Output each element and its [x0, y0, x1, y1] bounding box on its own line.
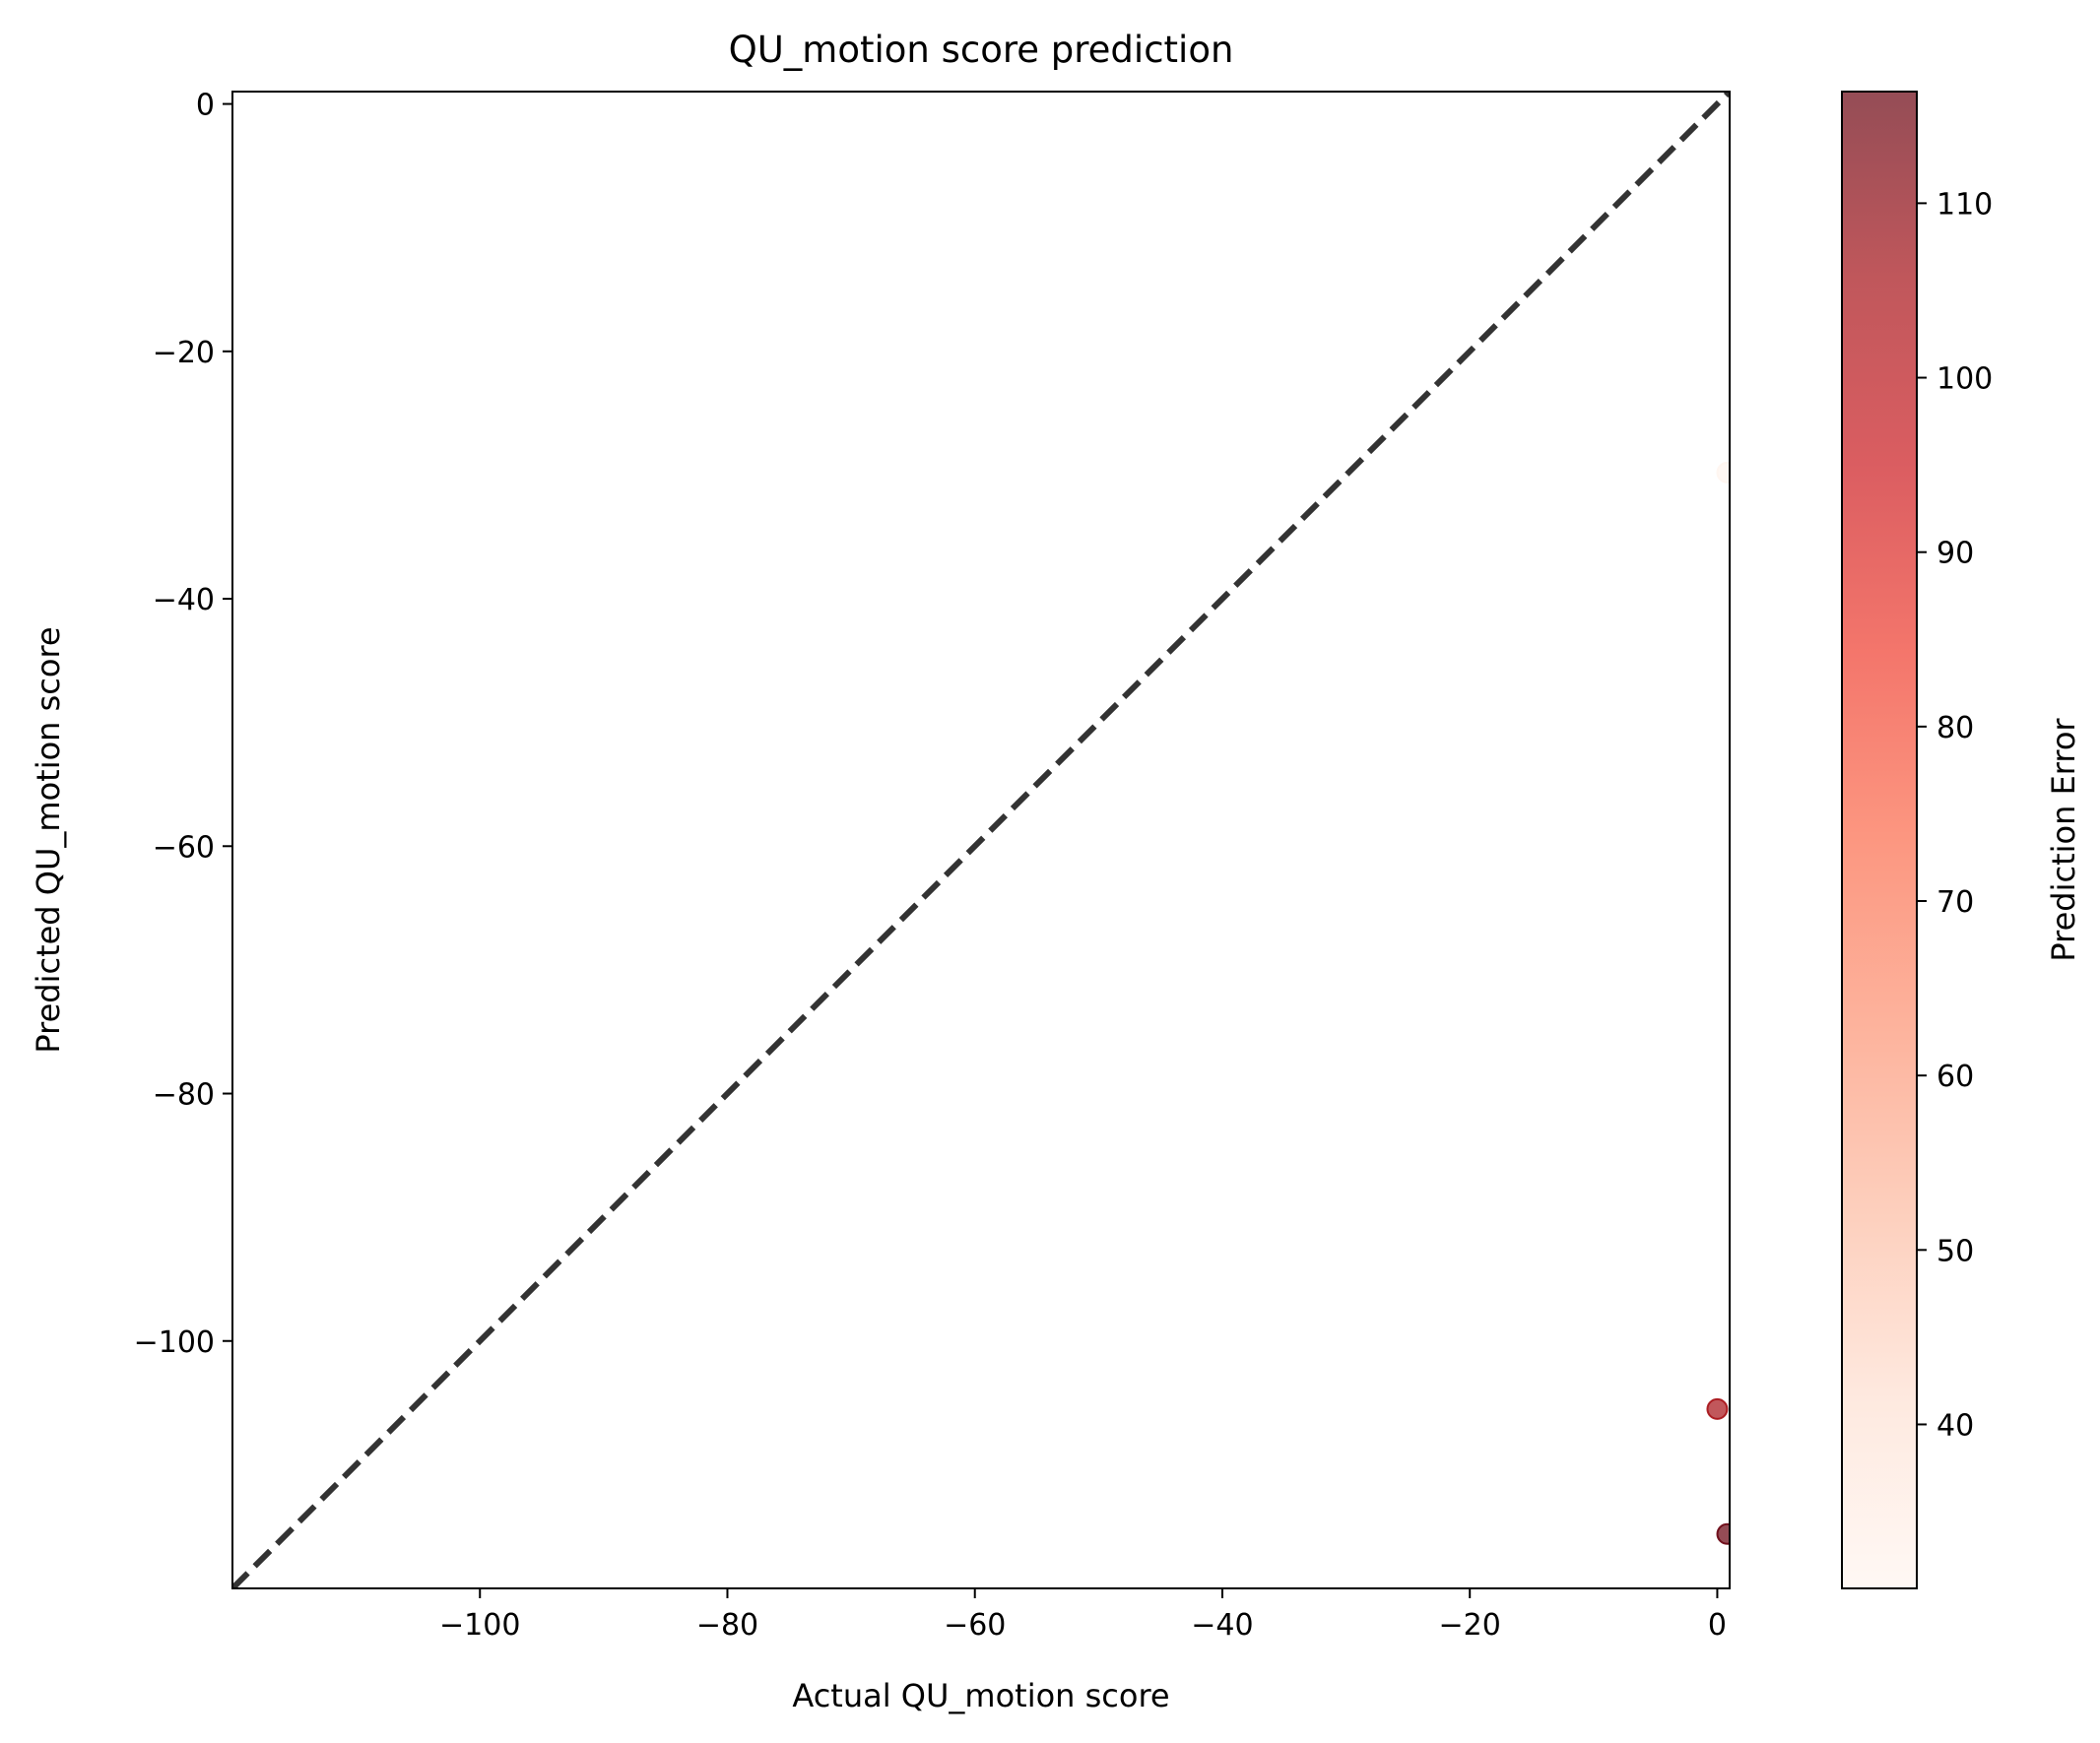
- y-axis-label: Predicted QU_motion score: [30, 626, 67, 1053]
- y-tick-label: 0: [196, 89, 215, 123]
- colorbar-gradient: [1842, 92, 1917, 1588]
- colorbar-tick-label: 110: [1936, 187, 1993, 222]
- y-tick-label: −100: [134, 1325, 215, 1360]
- x-axis-ticks: −100 −80 −60 −40 −20 0: [439, 1588, 1727, 1643]
- scatter-point-2: [1706, 1397, 1729, 1420]
- y-axis-ticks: 0 −20 −40 −60 −80 −100: [134, 89, 232, 1360]
- colorbar-tick-label: 70: [1936, 885, 1974, 920]
- colorbar-tick-label: 90: [1936, 537, 1974, 571]
- y-tick-label: −60: [153, 830, 215, 865]
- x-axis-label: Actual QU_motion score: [792, 1677, 1169, 1714]
- x-tick-label: −100: [439, 1608, 520, 1643]
- scatter-point-1: [1716, 461, 1730, 484]
- colorbar-tick-label: 100: [1936, 362, 1993, 397]
- plot-area: [231, 91, 1731, 1589]
- x-tick-label: 0: [1708, 1608, 1727, 1643]
- x-tick-label: −60: [944, 1608, 1006, 1643]
- x-tick-label: −20: [1439, 1608, 1501, 1643]
- colorbar-tick-label: 80: [1936, 711, 1974, 745]
- diagonal-reference-line: [232, 92, 1730, 1588]
- colorbar-tick-label: 50: [1936, 1234, 1974, 1268]
- colorbar: 40 50 60 70 80 90 100 110 Prediction Error: [1841, 91, 2082, 1589]
- colorbar-tick-label: 60: [1936, 1060, 1974, 1094]
- y-tick-label: −20: [153, 336, 215, 370]
- chart-title: QU_motion score prediction: [729, 29, 1234, 71]
- scatter-point-3: [1716, 1522, 1730, 1545]
- colorbar-frame: [1841, 91, 1918, 1589]
- x-tick-label: −80: [696, 1608, 758, 1643]
- plot-frame: [231, 91, 1731, 1589]
- colorbar-label: Prediction Error: [2045, 718, 2082, 962]
- colorbar-tick-label: 40: [1936, 1408, 1974, 1443]
- y-tick-label: −40: [153, 583, 215, 617]
- x-tick-label: −40: [1191, 1608, 1253, 1643]
- y-tick-label: −80: [153, 1078, 215, 1113]
- colorbar-ticks: 40 50 60 70 80 90 100 110: [1917, 187, 1993, 1443]
